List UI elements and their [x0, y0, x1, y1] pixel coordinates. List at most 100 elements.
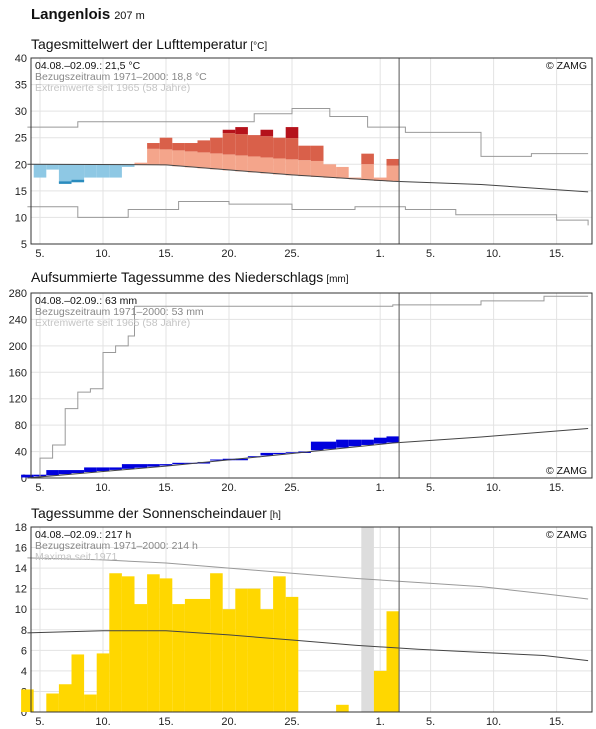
- sun-bar: [386, 611, 400, 712]
- temp-min-line: [27, 200, 589, 226]
- temp-bar-below: [46, 164, 59, 170]
- temp-xtick-label: 10.: [486, 248, 501, 260]
- temp-bar-below: [58, 164, 72, 183]
- temp-bar-above: [323, 164, 337, 178]
- temp-bar-below: [109, 164, 122, 178]
- sun-bar: [184, 598, 198, 712]
- sun-bar: [96, 653, 110, 712]
- temp-xtick-label: 10.: [95, 248, 110, 260]
- sun-bar: [210, 573, 223, 712]
- temp-ytick-label: 15: [15, 186, 27, 198]
- sun-bar: [197, 598, 211, 712]
- sun-xtick-label: 5.: [426, 716, 435, 728]
- temp-bar-below: [33, 164, 47, 178]
- temp-bar-above: [285, 159, 299, 176]
- temp-bar-warm: [147, 143, 160, 149]
- temp-bar-warm: [184, 143, 198, 152]
- temp-xtick-label: 20.: [221, 248, 236, 260]
- temp-xtick-label: 5.: [426, 248, 435, 260]
- sun-xtick-label: 20.: [221, 716, 236, 728]
- sun-bar: [273, 576, 286, 712]
- rain-info-period: 04.08.–02.09.: 63 mm: [35, 295, 137, 307]
- sun-bar: [134, 604, 148, 712]
- temp-bar-above: [298, 160, 311, 177]
- rain-bar-surplus: [260, 452, 274, 456]
- temp-bar-below: [84, 164, 97, 178]
- sun-max-line: [27, 557, 589, 600]
- rain-xtick-label: 5.: [35, 482, 44, 494]
- temp-bar-above: [361, 164, 374, 181]
- temp-bar-warm: [222, 133, 236, 155]
- rain-bar-surplus: [172, 462, 185, 465]
- temp-xtick-label: 1.: [376, 248, 385, 260]
- temp-title-text: Tagesmittelwert der Lufttemperatur: [31, 36, 248, 52]
- sun-xtick-label: 15.: [158, 716, 173, 728]
- sun-bar: [121, 576, 135, 712]
- temp-bar-above: [260, 157, 274, 174]
- temp-ytick-label: 30: [15, 106, 27, 118]
- sun-bar: [172, 604, 185, 712]
- rain-bar-surplus: [21, 474, 34, 478]
- rain-ytick-label: 200: [9, 341, 27, 353]
- temp-bar-above: [373, 177, 387, 181]
- sun-ytick-label: 0: [21, 707, 27, 719]
- rain-bar-surplus: [121, 464, 135, 469]
- rain-chart-title: Aufsummierte Tagessumme des Niederschlag…: [31, 269, 349, 285]
- temp-info-extremes: Extremwerte seit 1965 (58 Jahre): [35, 82, 190, 94]
- rain-ytick-label: 160: [9, 367, 27, 379]
- temp-bar-above: [247, 156, 261, 173]
- temp-bar-below: [71, 164, 85, 182]
- sun-ytick-label: 4: [21, 666, 27, 678]
- rain-plot-area: 0 40 80 120 160 200 240 280 5. 10. 15. 20. 25. 1. 5. 10…: [9, 288, 593, 494]
- temp-bar-below: [121, 164, 135, 167]
- rain-xtick-label: 10.: [95, 482, 110, 494]
- rain-xtick-label: 15.: [549, 482, 564, 494]
- temp-bar-above: [210, 153, 223, 170]
- temp-bar-hot: [235, 127, 248, 135]
- temp-bar-above: [184, 151, 198, 168]
- rain-bar-surplus: [96, 467, 110, 471]
- temp-bar-warm: [172, 143, 185, 151]
- rain-bar-surplus: [361, 439, 374, 445]
- temp-bar-above: [159, 149, 173, 166]
- temp-bar-hot: [285, 127, 299, 139]
- sun-bar: [285, 596, 299, 712]
- rain-bar-surplus: [134, 464, 148, 468]
- sun-title-text: Tagessumme der Sonnenscheindauer: [31, 505, 267, 521]
- sun-bar: [373, 670, 387, 712]
- temp-copyright: © ZAMG: [546, 60, 587, 72]
- temp-unit: [°C]: [250, 41, 268, 52]
- rain-xtick-label: 10.: [486, 482, 501, 494]
- temp-plot-area: 5 10 15 20 25 30 35 40 5. 10. 15. 20. 25. 1. 5. 10. 15. 0…: [15, 53, 593, 260]
- rain-bar-surplus: [348, 439, 362, 447]
- temp-max-line: [27, 107, 589, 157]
- rain-xtick-label: 15.: [158, 482, 173, 494]
- sun-bar: [147, 574, 160, 712]
- temp-frame: [30, 57, 593, 245]
- temp-xtick-label: 25.: [284, 248, 299, 260]
- sun-bar: [159, 578, 173, 712]
- rain-bar-surplus: [373, 437, 387, 444]
- temp-bar-above: [172, 150, 185, 167]
- sun-xtick-label: 10.: [486, 716, 501, 728]
- temp-ytick-label: 5: [21, 239, 27, 251]
- rain-xtick-label: 1.: [376, 482, 385, 494]
- temp-xtick-label: 5.: [35, 248, 44, 260]
- sun-xtick-label: 15.: [549, 716, 564, 728]
- rain-bar-surplus: [58, 470, 72, 475]
- sun-xtick-label: 5.: [35, 716, 44, 728]
- rain-ytick-label: 0: [21, 473, 27, 485]
- temp-bar-hot: [260, 129, 274, 137]
- rain-ytick-label: 40: [15, 447, 27, 459]
- temp-bar-above: [310, 160, 324, 177]
- temp-ytick-label: 20: [15, 159, 27, 171]
- temp-info-reference: Bezugszeitraum 1971–2000: 18,8 °C: [35, 71, 207, 83]
- sun-ytick-label: 14: [15, 563, 27, 575]
- sun-chart-title: Tagessumme der Sonnenscheindauer [h]: [31, 505, 281, 521]
- sun-ytick-label: 6: [21, 645, 27, 657]
- temp-bar-warm: [273, 137, 286, 159]
- temp-bar-warm: [310, 145, 324, 161]
- temp-bar-warm: [235, 134, 248, 156]
- temp-bar-cold: [71, 179, 85, 183]
